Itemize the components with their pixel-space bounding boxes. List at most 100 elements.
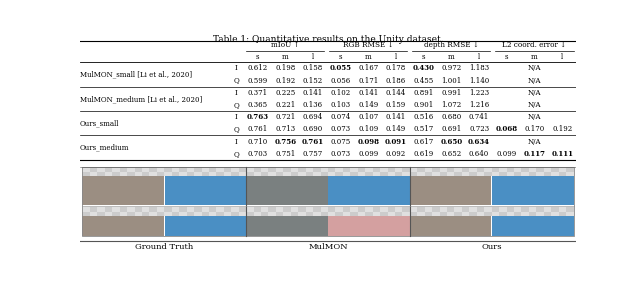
Bar (544, 171, 551, 176)
Text: L2 coord. error ↓: L2 coord. error ↓ (502, 41, 566, 49)
Text: 0.599: 0.599 (248, 77, 268, 85)
Text: depth RMSE ↓: depth RMSE ↓ (424, 41, 479, 49)
Bar (202, 212, 209, 216)
Bar (536, 212, 544, 216)
Bar (559, 207, 566, 212)
Bar (328, 212, 335, 216)
Bar (559, 167, 566, 171)
Bar (127, 171, 134, 176)
Text: 0.756: 0.756 (274, 138, 296, 145)
Bar (380, 212, 388, 216)
Bar (350, 212, 358, 216)
Bar (276, 171, 284, 176)
Text: 0.694: 0.694 (303, 113, 323, 121)
Bar (224, 212, 231, 216)
Bar (514, 167, 522, 171)
Text: l: l (478, 53, 480, 61)
Bar (454, 171, 462, 176)
Text: 0.650: 0.650 (440, 138, 463, 145)
Bar (202, 207, 209, 212)
Bar (261, 167, 269, 171)
Bar (298, 171, 306, 176)
Text: 0.221: 0.221 (275, 101, 295, 109)
Text: Q: Q (234, 77, 239, 85)
Bar (462, 171, 469, 176)
Bar (514, 212, 522, 216)
Bar (522, 207, 529, 212)
Bar (358, 171, 365, 176)
Bar (388, 167, 395, 171)
Bar (417, 171, 425, 176)
Text: 0.159: 0.159 (386, 101, 406, 109)
Bar (202, 167, 209, 171)
Text: 0.455: 0.455 (413, 77, 434, 85)
Bar (566, 171, 573, 176)
Bar (120, 207, 127, 212)
Bar (172, 171, 179, 176)
Text: 0.619: 0.619 (413, 150, 434, 158)
Bar (179, 171, 187, 176)
Text: 0.612: 0.612 (248, 65, 268, 72)
Text: RGB RMSE ↓: RGB RMSE ↓ (343, 41, 394, 49)
Text: 0.891: 0.891 (413, 89, 434, 97)
Bar (328, 176, 410, 205)
Bar (231, 207, 239, 212)
Bar (395, 207, 403, 212)
Text: l: l (561, 53, 563, 61)
Bar (529, 171, 536, 176)
Bar (253, 171, 261, 176)
Bar (83, 167, 246, 237)
Bar (134, 167, 142, 171)
Bar (551, 171, 559, 176)
Text: s: s (339, 53, 342, 61)
Bar (90, 171, 97, 176)
Bar (335, 212, 343, 216)
Bar (432, 212, 440, 216)
Bar (559, 171, 566, 176)
Bar (425, 212, 432, 216)
Bar (350, 207, 358, 212)
Bar (246, 216, 328, 237)
Bar (410, 176, 491, 205)
Bar (209, 212, 216, 216)
Bar (157, 171, 164, 176)
Text: 0.761: 0.761 (248, 125, 268, 133)
Bar (90, 212, 97, 216)
Text: Ours_medium: Ours_medium (80, 143, 129, 152)
Bar (306, 167, 313, 171)
Text: 0.158: 0.158 (303, 65, 323, 72)
Text: 0.152: 0.152 (303, 77, 323, 85)
Bar (544, 207, 551, 212)
Text: N/A: N/A (528, 77, 541, 85)
Bar (403, 167, 410, 171)
Bar (566, 167, 573, 171)
Text: Ground Truth: Ground Truth (135, 243, 193, 251)
Text: 0.721: 0.721 (275, 113, 295, 121)
Bar (529, 167, 536, 171)
Bar (328, 207, 335, 212)
Text: 0.713: 0.713 (275, 125, 295, 133)
Bar (484, 171, 492, 176)
Text: s: s (256, 53, 259, 61)
Text: 0.167: 0.167 (358, 65, 378, 72)
Bar (291, 207, 298, 212)
Bar (335, 171, 343, 176)
Bar (358, 167, 365, 171)
Text: m: m (448, 53, 455, 61)
Bar (157, 167, 164, 171)
Text: 0.901: 0.901 (413, 101, 434, 109)
Text: l: l (312, 53, 314, 61)
Text: l: l (395, 53, 397, 61)
Bar (469, 167, 477, 171)
Bar (365, 167, 372, 171)
Bar (492, 216, 573, 237)
Bar (164, 167, 172, 171)
Bar (202, 171, 209, 176)
Text: 0.225: 0.225 (275, 89, 295, 97)
Text: N/A: N/A (528, 89, 541, 97)
Bar (224, 167, 231, 171)
Bar (395, 171, 403, 176)
Bar (529, 207, 536, 212)
Bar (172, 167, 179, 171)
Bar (469, 212, 477, 216)
